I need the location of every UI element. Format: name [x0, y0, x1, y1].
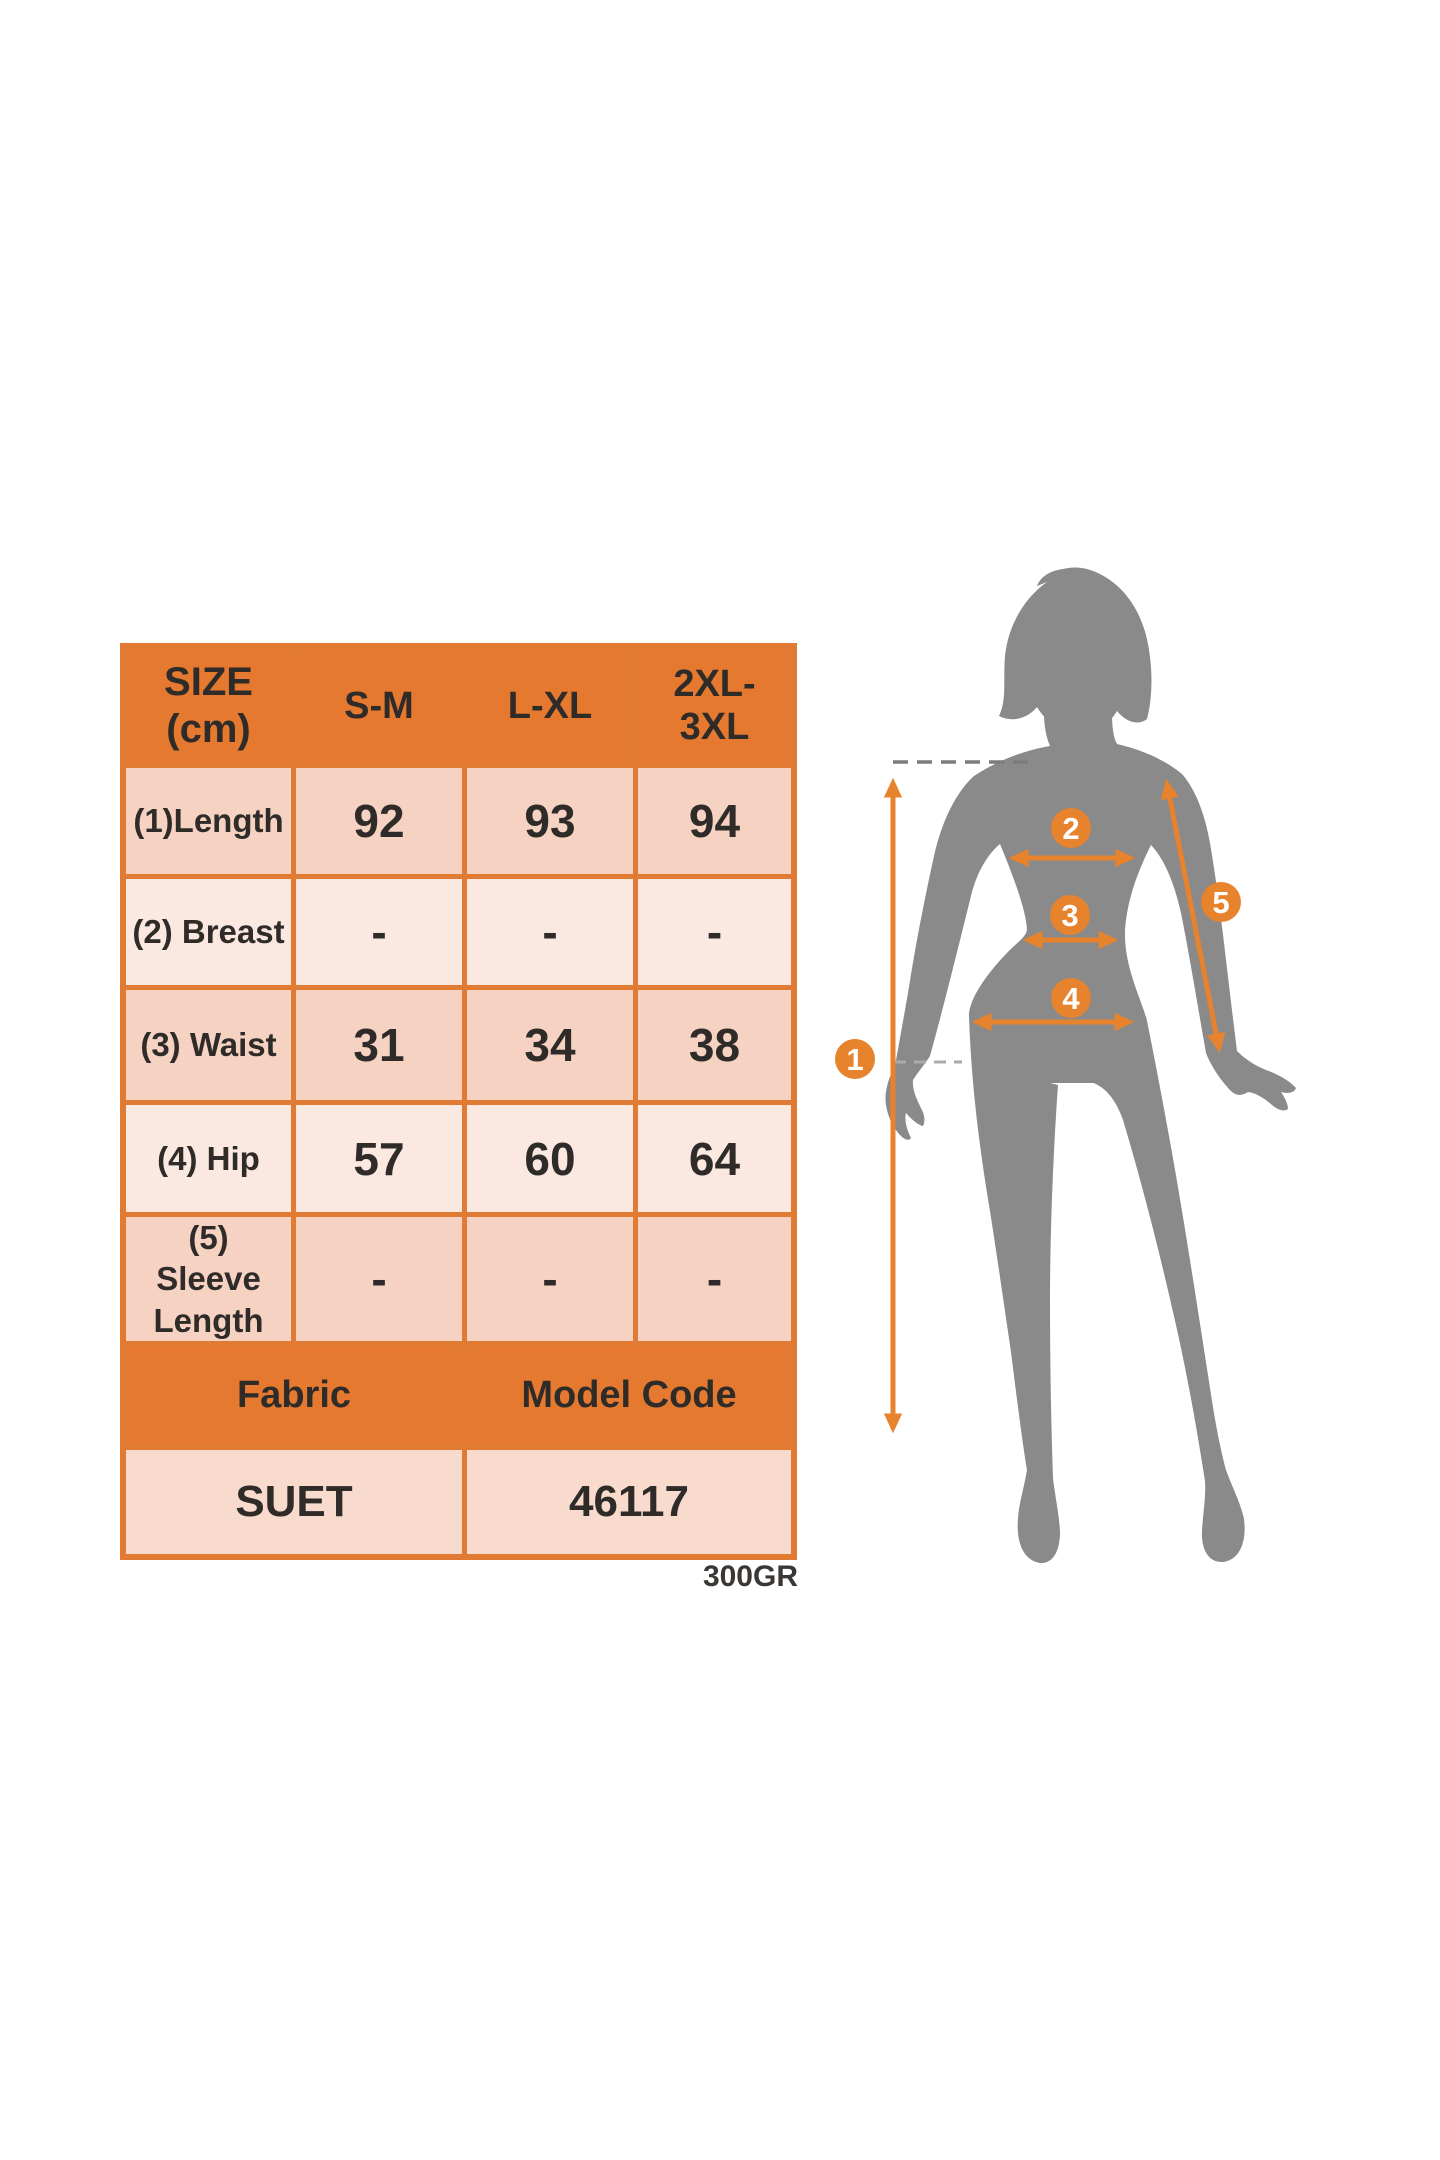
silhouette-left-leg [969, 1016, 1060, 1564]
body-silhouette [885, 567, 1296, 1564]
column-header-sm: S-M [296, 649, 462, 763]
footer-header-row: Fabric Model Code [126, 1345, 791, 1445]
waist-2xl3xl: 38 [638, 990, 791, 1100]
size-unit-header: SIZE (cm) [126, 649, 291, 763]
row-label-sleeve: (5) Sleeve Length [126, 1217, 291, 1341]
sleeve-2xl3xl: - [638, 1217, 791, 1341]
marker-badges: 1 2 3 4 5 [835, 808, 1241, 1079]
marker-label-4: 4 [1062, 981, 1080, 1016]
sleeve-arrow-5 [1160, 778, 1226, 1054]
table-row-length: (1)Length 92 93 94 [126, 768, 791, 874]
waist-sm: 31 [296, 990, 462, 1100]
table-row-hip: (4) Hip 57 60 64 [126, 1105, 791, 1212]
model-code-value: 46117 [467, 1449, 791, 1554]
marker-label-2: 2 [1062, 811, 1079, 846]
length-lxl: 93 [467, 768, 633, 874]
marker-label-3: 3 [1061, 898, 1078, 933]
waist-lxl: 34 [467, 990, 633, 1100]
weight-note: 300GR [702, 1560, 798, 1593]
measurement-arrows [883, 777, 1226, 1434]
marker-circle-1 [835, 1039, 875, 1079]
row-label-breast: (2) Breast [126, 879, 291, 985]
header-row: SIZE (cm) S-M L-XL 2XL-3XL [126, 649, 791, 763]
model-code-header: Model Code [467, 1345, 791, 1445]
table-row-waist: (3) Waist 31 34 38 [126, 990, 791, 1100]
marker-circle-5 [1201, 882, 1241, 922]
hip-2xl3xl: 64 [638, 1105, 791, 1212]
marker-circle-2 [1051, 808, 1091, 848]
row-label-hip: (4) Hip [126, 1105, 291, 1212]
length-sm: 92 [296, 768, 462, 874]
unit-label: (cm) [166, 707, 251, 751]
size-label: SIZE [164, 659, 253, 704]
size-chart: SIZE (cm) S-M L-XL 2XL-3XL (1)Length 92 … [120, 643, 797, 1560]
table-row-sleeve: (5) Sleeve Length - - - [126, 1217, 791, 1341]
table-row-breast: (2) Breast - - - [126, 879, 791, 985]
marker-circle-3 [1050, 895, 1090, 935]
marker-circle-4 [1051, 978, 1091, 1018]
hip-sm: 57 [296, 1105, 462, 1212]
hip-lxl: 60 [467, 1105, 633, 1212]
silhouette-left-arm [885, 776, 1000, 1140]
marker-label-1: 1 [846, 1042, 863, 1077]
sleeve-sm: - [296, 1217, 462, 1341]
length-2xl3xl: 94 [638, 768, 791, 874]
column-header-lxl: L-XL [467, 649, 633, 763]
row-label-length: (1)Length [126, 768, 291, 874]
marker-label-5: 5 [1212, 885, 1229, 920]
size-chart-table: SIZE (cm) S-M L-XL 2XL-3XL (1)Length 92 … [121, 644, 796, 1559]
footer-value-row: SUET 46117 [126, 1449, 791, 1554]
breast-2xl3xl: - [638, 879, 791, 985]
sleeve-lxl: - [467, 1217, 633, 1341]
row-label-waist: (3) Waist [126, 990, 291, 1100]
breast-sm: - [296, 879, 462, 985]
silhouette-right-leg [1086, 1016, 1245, 1563]
silhouette-head [999, 567, 1152, 733]
column-header-2xl3xl: 2XL-3XL [638, 649, 791, 763]
fabric-value: SUET [126, 1449, 462, 1554]
fabric-header: Fabric [126, 1345, 462, 1445]
breast-lxl: - [467, 879, 633, 985]
